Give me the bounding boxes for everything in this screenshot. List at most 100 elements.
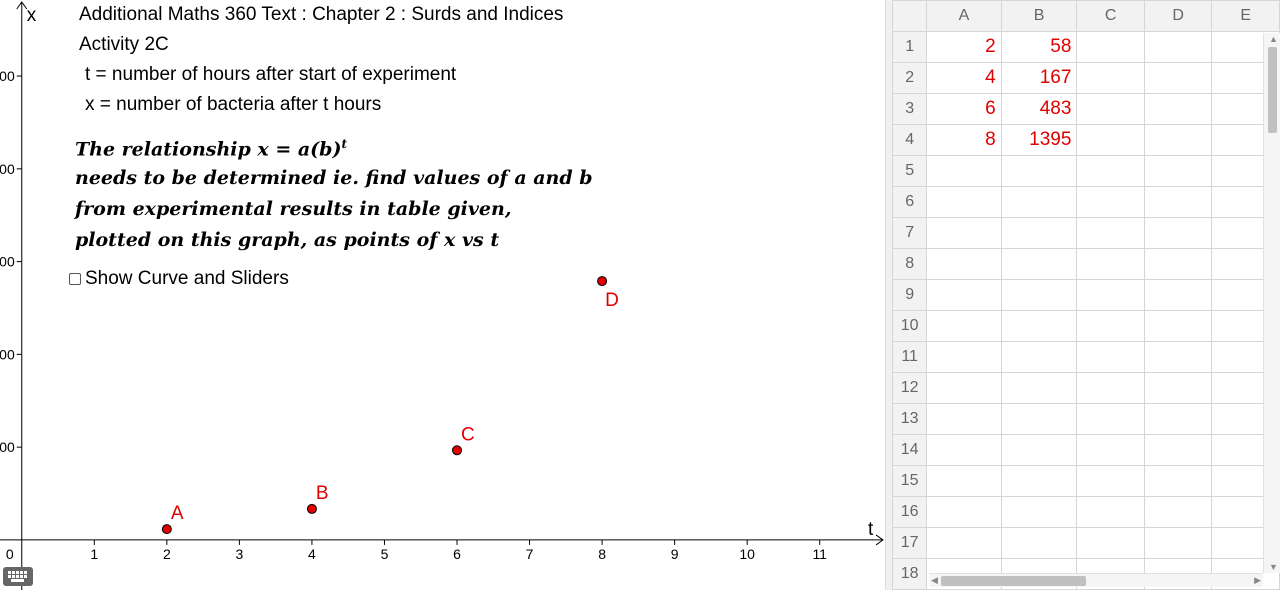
data-point-c[interactable] [452,445,463,456]
cell-d4[interactable] [1143,124,1213,156]
row-header[interactable]: 7 [892,217,928,249]
vertical-scroll-thumb[interactable] [1268,47,1277,133]
row-header[interactable]: 15 [892,465,928,497]
data-point-a[interactable] [161,524,172,535]
cell-d13[interactable] [1143,403,1213,435]
cell-d7[interactable] [1143,217,1213,249]
cell-d2[interactable] [1143,62,1213,94]
cell-a15[interactable] [926,465,1002,497]
cell-d8[interactable] [1143,248,1213,280]
keyboard-button[interactable] [3,567,33,586]
cell-c15[interactable] [1076,465,1145,497]
cell-a8[interactable] [926,248,1002,280]
cell-c1[interactable] [1076,31,1145,63]
cell-b17[interactable] [1000,527,1078,559]
cell-b11[interactable] [1000,341,1078,373]
cell-b8[interactable] [1000,248,1078,280]
cell-a1[interactable]: 2 [926,31,1002,63]
cell-b3[interactable]: 483 [1000,93,1078,125]
column-header-a[interactable]: A [926,0,1002,32]
view-divider[interactable] [885,0,892,590]
row-header[interactable]: 11 [892,341,928,373]
cell-b12[interactable] [1000,372,1078,404]
cell-b6[interactable] [1000,186,1078,218]
cell-a16[interactable] [926,496,1002,528]
cell-d17[interactable] [1143,527,1213,559]
column-header-e[interactable]: E [1211,0,1280,32]
horizontal-scroll-thumb[interactable] [941,576,1086,586]
cell-a9[interactable] [926,279,1002,311]
row-header[interactable]: 14 [892,434,928,466]
cell-c9[interactable] [1076,279,1145,311]
horizontal-scrollbar[interactable]: ◀ ▶ [929,573,1263,587]
cell-c6[interactable] [1076,186,1145,218]
row-header[interactable]: 10 [892,310,928,342]
graphics-view[interactable]: tx 012345678910115001000150020002500 ABC… [0,0,885,590]
row-header[interactable]: 4 [892,124,928,156]
row-header[interactable]: 6 [892,186,928,218]
cell-d1[interactable] [1143,31,1213,63]
cell-c13[interactable] [1076,403,1145,435]
cell-d14[interactable] [1143,434,1213,466]
cell-a5[interactable] [926,155,1002,187]
row-header[interactable]: 2 [892,62,928,94]
cell-c7[interactable] [1076,217,1145,249]
cell-b4[interactable]: 1395 [1000,124,1078,156]
cell-d15[interactable] [1143,465,1213,497]
cell-c5[interactable] [1076,155,1145,187]
row-header[interactable]: 1 [892,31,928,63]
cell-d9[interactable] [1143,279,1213,311]
cell-b14[interactable] [1000,434,1078,466]
cell-a2[interactable]: 4 [926,62,1002,94]
cell-c16[interactable] [1076,496,1145,528]
cell-a10[interactable] [926,310,1002,342]
checkbox-box[interactable] [69,273,81,285]
spreadsheet-view[interactable]: A B C D E 1 2 58 2 4 167 3 6 483 4 8 1395 5 6 7 8 9 10 11 12 13 14… [892,0,1280,590]
cell-c17[interactable] [1076,527,1145,559]
cell-b13[interactable] [1000,403,1078,435]
cell-d16[interactable] [1143,496,1213,528]
graph-canvas[interactable]: tx 012345678910115001000150020002500 ABC… [0,0,885,590]
cell-b9[interactable] [1000,279,1078,311]
row-header[interactable]: 9 [892,279,928,311]
data-point-b[interactable] [306,503,317,514]
vertical-scrollbar[interactable]: ▲ ▼ [1263,33,1280,573]
column-header-d[interactable]: D [1143,0,1213,32]
cell-d6[interactable] [1143,186,1213,218]
scroll-left-icon[interactable]: ◀ [931,575,938,585]
cell-c12[interactable] [1076,372,1145,404]
cell-b2[interactable]: 167 [1000,62,1078,94]
cell-a11[interactable] [926,341,1002,373]
cell-a12[interactable] [926,372,1002,404]
row-header[interactable]: 8 [892,248,928,280]
cell-c3[interactable] [1076,93,1145,125]
column-header-b[interactable]: B [1000,0,1078,32]
cell-d11[interactable] [1143,341,1213,373]
cell-a6[interactable] [926,186,1002,218]
column-header-c[interactable]: C [1076,0,1145,32]
cell-a3[interactable]: 6 [926,93,1002,125]
scroll-down-icon[interactable]: ▼ [1269,562,1278,572]
cell-a7[interactable] [926,217,1002,249]
cell-b5[interactable] [1000,155,1078,187]
cell-c14[interactable] [1076,434,1145,466]
data-point-d[interactable] [597,276,608,287]
cell-d3[interactable] [1143,93,1213,125]
cell-d5[interactable] [1143,155,1213,187]
cell-a14[interactable] [926,434,1002,466]
cell-d12[interactable] [1143,372,1213,404]
row-header[interactable]: 5 [892,155,928,187]
cell-a17[interactable] [926,527,1002,559]
corner-cell[interactable] [892,0,928,32]
cell-d10[interactable] [1143,310,1213,342]
row-header[interactable]: 18 [892,558,928,590]
cell-c2[interactable] [1076,62,1145,94]
cell-b7[interactable] [1000,217,1078,249]
row-header[interactable]: 13 [892,403,928,435]
row-header[interactable]: 16 [892,496,928,528]
cell-c10[interactable] [1076,310,1145,342]
cell-b16[interactable] [1000,496,1078,528]
show-curve-checkbox[interactable]: Show Curve and Sliders [69,268,289,290]
scroll-up-icon[interactable]: ▲ [1269,34,1278,44]
row-header[interactable]: 3 [892,93,928,125]
